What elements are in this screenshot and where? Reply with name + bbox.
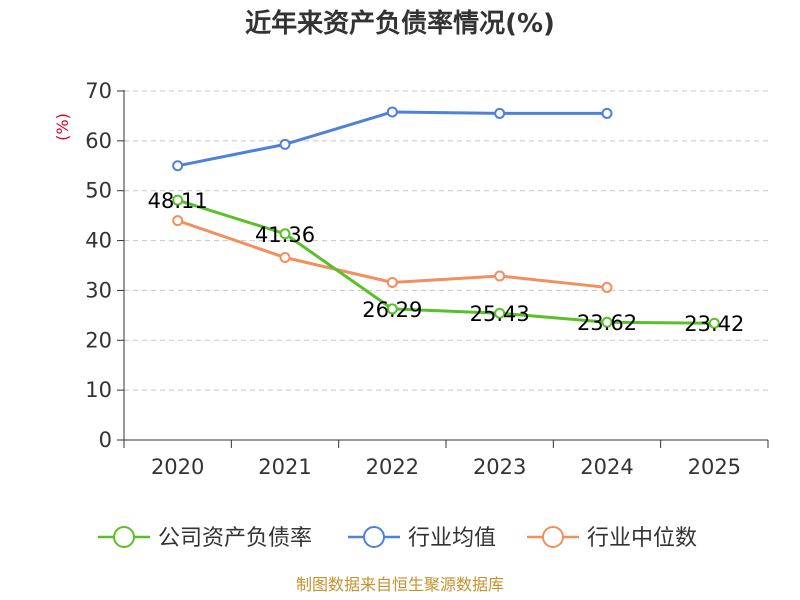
data-label: 23.62 — [577, 311, 637, 335]
chart-title: 近年来资产负债率情况(%) — [245, 8, 555, 39]
data-point — [708, 317, 720, 329]
x-tick-label: 2023 — [473, 455, 526, 479]
gridlines — [124, 90, 768, 391]
data-point — [172, 194, 184, 206]
series-line — [177, 110, 607, 168]
legend-label: 行业中位数 — [587, 526, 697, 551]
x-tick-label: 2024 — [580, 455, 633, 479]
y-tick-label: 70 — [85, 79, 112, 103]
data-point — [601, 316, 613, 328]
data-label: 23.42 — [684, 312, 744, 336]
y-axis-label: (%) — [53, 113, 72, 141]
y-tick-label: 40 — [85, 229, 112, 253]
data-point — [279, 138, 291, 150]
y-tick-label: 30 — [85, 278, 112, 302]
source-note: 制图数据来自恒生聚源数据库 — [296, 575, 504, 594]
data-label: 48.11 — [148, 189, 208, 213]
data-point — [279, 252, 291, 264]
x-tick-label: 2021 — [258, 455, 311, 479]
data-point — [172, 160, 184, 172]
data-point — [494, 307, 506, 319]
data-point — [386, 106, 398, 118]
legend-marker — [363, 526, 385, 548]
data-point — [386, 276, 398, 288]
data-point — [279, 228, 291, 240]
legend-marker — [113, 526, 135, 548]
series-group — [172, 106, 720, 329]
data-label: 26.29 — [362, 298, 422, 322]
y-tick-label: 10 — [85, 378, 112, 402]
data-labels: 48.11 41.36 26.29 25.43 23.62 23.42 — [148, 189, 745, 336]
x-tick-label: 2025 — [688, 455, 741, 479]
legend[interactable]: 公司资产负债率 行业均值 行业中位数 — [98, 526, 697, 551]
legend-label: 行业均值 — [408, 526, 496, 551]
axes: 0 10 20 30 40 50 60 70 2020 2021 2022 2023 2024 2025 — [85, 79, 769, 479]
data-point — [386, 303, 398, 315]
data-label: 25.43 — [470, 302, 530, 326]
y-tick-label: 50 — [85, 179, 112, 203]
data-label: 41.36 — [255, 223, 315, 247]
y-tick-label: 20 — [85, 328, 112, 352]
data-point — [601, 107, 613, 119]
data-point — [601, 281, 613, 293]
legend-label: 公司资产负债率 — [158, 526, 312, 551]
y-tick-label: 60 — [85, 129, 112, 153]
data-point — [494, 270, 506, 282]
data-point — [494, 107, 506, 119]
legend-marker — [542, 526, 564, 548]
x-tick-label: 2020 — [151, 455, 204, 479]
x-tick-label: 2022 — [366, 455, 419, 479]
data-point — [172, 215, 184, 227]
series-line — [177, 198, 715, 325]
y-tick-label: 0 — [99, 428, 112, 452]
